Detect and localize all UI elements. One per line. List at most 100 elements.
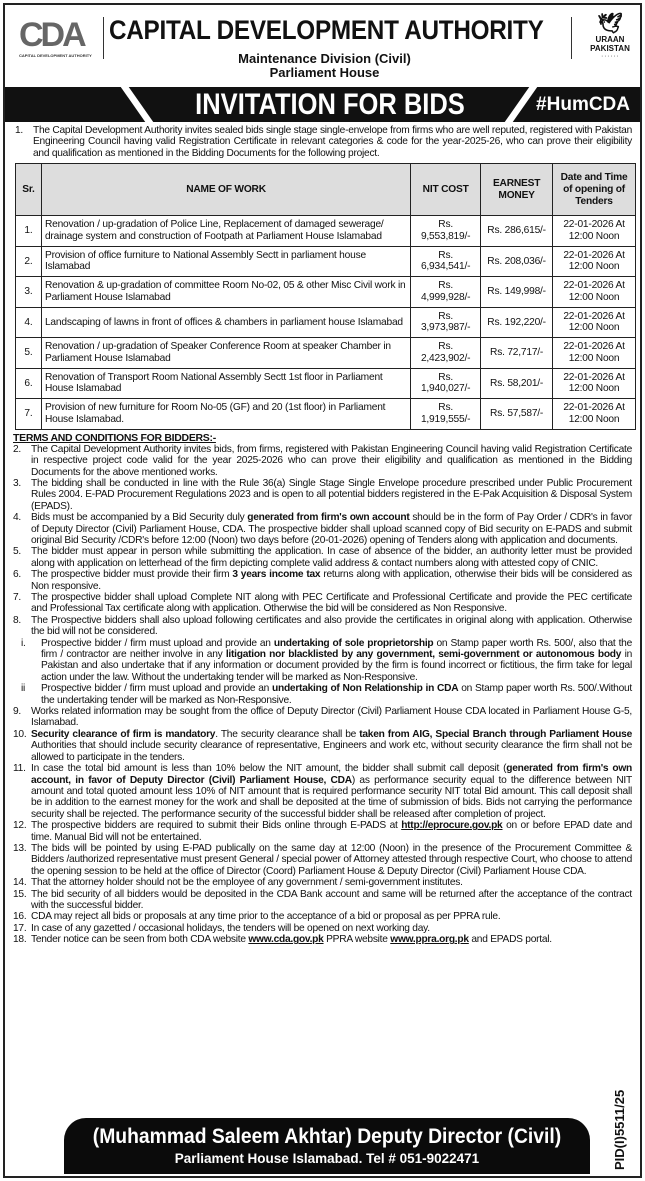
tender-notice: CDA CAPITAL DEVELOPMENT AUTHORITY CAPITA… — [3, 3, 642, 1178]
notice-title: INVITATION FOR BIDS — [195, 88, 465, 121]
term-text: Prospective bidder / firm must upload an… — [41, 637, 274, 649]
term-item: 17. In case of any gazetted / occasional … — [13, 922, 430, 934]
work-name-cell: Renovation of Transport Room National As… — [40, 367, 412, 400]
term-text: The prospective bidder must provide thei… — [31, 569, 233, 581]
terms-section: TERMS AND CONDITIONS FOR BIDDERS:- 2. The… — [5, 430, 640, 946]
pid-number: PID(I)5511/25 — [612, 1089, 627, 1170]
term-item: 15. The bid security of all bidders would… — [13, 888, 632, 911]
work-name-cell: Provision of new furniture for Room No-0… — [40, 398, 412, 430]
divider — [103, 17, 104, 59]
term-item: 16. CDA may reject all bids or proposals … — [13, 911, 501, 923]
opening-date-cell: 22-01-2026 At 12:00 Noon — [552, 215, 636, 247]
term-text: litigation nor blacklisted by any govern… — [225, 649, 622, 661]
term-text: on Stamp paper worth Rs. 500/.Without th… — [41, 683, 633, 706]
term-item: 8. The Prospective bidders shall also upl… — [13, 614, 633, 706]
term-item: 3. The bidding shall be conducted in line… — [13, 477, 632, 512]
nit-cost-cell: Rs. 3,973,987/- — [410, 306, 482, 339]
nit-cost-cell: Rs. 9,553,819/- — [410, 215, 482, 247]
term-item: 14. That the attorney holder should not b… — [13, 877, 463, 889]
sr-cell: 6. — [15, 367, 42, 400]
term-item: 9. Works related information may be sough… — [13, 706, 632, 729]
earnest-money-cell: Rs. 286,615/- — [480, 215, 554, 247]
term-text: The prospective bidder shall upload Comp… — [31, 592, 632, 615]
term-item: ii Prospective bidder / firm must upload … — [21, 683, 633, 706]
term-item: 12. The prospective bidders are required … — [13, 820, 632, 843]
term-text: CDA may reject all bids or proposals at … — [31, 911, 501, 923]
organization-name: CAPITAL DEVELOPMENT AUTHORITY — [109, 15, 544, 45]
column-header: NAME OF WORK — [40, 163, 412, 217]
column-header: NIT COST — [410, 163, 482, 217]
sr-cell: 3. — [15, 276, 42, 308]
term-text: undertaking of sole proprietorship — [273, 637, 434, 649]
term-text: The prospective bidders are required to … — [31, 820, 402, 832]
term-text: The Capital Development Authority invite… — [31, 443, 632, 478]
term-text: The bid security of all bidders would be… — [31, 888, 632, 911]
link[interactable]: www.ppra.org.pk — [390, 934, 469, 946]
work-name-cell: Provision of office furniture to Nationa… — [40, 245, 412, 278]
term-item: 7. The prospective bidder shall upload Co… — [13, 592, 632, 615]
term-text: The bids will be pointed by using E-PAD … — [31, 842, 632, 877]
intro-paragraph: 1. The Capital Development Authority inv… — [15, 125, 632, 159]
opening-date-cell: 22-01-2026 At 12:00 Noon — [552, 337, 636, 369]
nit-cost-cell: Rs. 2,423,902/- — [410, 337, 482, 369]
cda-logo: CDA CAPITAL DEVELOPMENT AUTHORITY — [19, 16, 92, 58]
sr-cell: 4. — [15, 306, 42, 339]
term-text: Prospective bidder / firm must upload an… — [41, 683, 272, 695]
signatory-block: (Muhammad Saleem Akhtar) Deputy Director… — [64, 1118, 590, 1174]
term-text: on or before EPAD date and time. Manual … — [31, 820, 632, 843]
term-text: should be in the form of Pay Order / CDR… — [31, 512, 632, 546]
term-text: in Pakistan and also undertake that if a… — [41, 649, 632, 683]
table-row: 1. Renovation / up-gradation of Police Li… — [15, 215, 636, 247]
term-text: generated from firm's own account — [247, 512, 410, 524]
term-item: 5. The bidder must appear in person while… — [13, 546, 632, 569]
column-header: Date and Time of opening of Tenders — [552, 163, 636, 217]
works-table: Sr. NAME OF WORK NIT COST EARNEST MONEY Date… — [15, 163, 636, 430]
link[interactable]: http://eprocure.gov.pk — [401, 820, 503, 832]
term-text: In case of any gazetted / occasional hol… — [31, 922, 430, 934]
hashtag: #HumCDA — [536, 94, 630, 115]
nit-cost-cell: Rs. 6,934,541/- — [410, 245, 482, 278]
term-text: on Stamp paper worth Rs. 500/, also that… — [41, 637, 632, 661]
term-text: . The security clearance shall be — [215, 728, 360, 740]
title-banner: INVITATION FOR BIDS #HumCDA — [5, 87, 640, 122]
table-row: 6. Renovation of Transport Room National … — [15, 367, 636, 400]
link[interactable]: www.cda.gov.pk — [248, 934, 324, 946]
division: Maintenance Division (Civil) — [238, 51, 411, 66]
table-row: 4. Landscaping of lawns in front of offic… — [15, 306, 636, 339]
table-row: 7. Provision of new furniture for Room No… — [15, 398, 636, 430]
uraan-pakistan-logo: 🕊 URAAN PAKISTAN · · · · · · — [585, 13, 635, 62]
work-name-cell: Renovation / up-gradation of Police Line… — [40, 215, 412, 247]
earnest-money-cell: Rs. 149,998/- — [480, 276, 554, 308]
term-text: ) as performance security equal to the d… — [31, 774, 632, 820]
nit-cost-cell: Rs. 1,940,027/- — [410, 367, 482, 400]
opening-date-cell: 22-01-2026 At 12:00 Noon — [552, 398, 636, 430]
earnest-money-cell: Rs. 208,036/- — [480, 245, 554, 278]
earnest-money-cell: Rs. 57,587/- — [480, 398, 554, 430]
header: CDA CAPITAL DEVELOPMENT AUTHORITY CAPITA… — [5, 5, 640, 87]
term-item: 10. Security clearance of firm is mandato… — [13, 728, 632, 763]
work-name-cell: Renovation / up-gradation of Speaker Con… — [40, 337, 412, 369]
signatory-name: (Muhammad Saleem Akhtar) Deputy Director… — [92, 1125, 562, 1148]
term-text: In case the total bid amount is less tha… — [31, 763, 507, 775]
term-text: 3 years income tax — [232, 569, 321, 581]
earnest-money-cell: Rs. 72,717/- — [480, 337, 554, 369]
term-item: 11. In case the total bid amount is less … — [13, 763, 633, 820]
term-text: The bidding shall be conducted in line w… — [31, 477, 632, 512]
term-text: Tender notice can be seen from both CDA … — [31, 934, 249, 946]
term-text: undertaking of Non Relationship in CDA — [272, 683, 459, 695]
term-text: generated from firm's own account, in fa… — [31, 763, 633, 786]
term-text: Authorities that should include security… — [31, 740, 632, 763]
work-name-cell: Landscaping of lawns in front of offices… — [40, 306, 412, 339]
sr-cell: 5. — [15, 337, 42, 369]
opening-date-cell: 22-01-2026 At 12:00 Noon — [552, 245, 636, 278]
term-item: 6. The prospective bidder must provide th… — [13, 569, 632, 592]
term-item: 2. The Capital Development Authority invi… — [13, 443, 632, 478]
table-row: 3. Renovation & up-gradation of committee… — [15, 276, 636, 308]
term-text: The Prospective bidders shall also uploa… — [31, 614, 632, 638]
term-item: 4. Bids must be accompanied by a Bid Secu… — [13, 512, 632, 546]
work-name-cell: Renovation & up-gradation of committee R… — [40, 276, 412, 308]
term-text: That the attorney holder should not be t… — [31, 877, 463, 889]
nit-cost-cell: Rs. 4,999,928/- — [410, 276, 482, 308]
location: Parliament House — [269, 65, 380, 80]
term-text: returns along with application, otherwis… — [31, 569, 632, 592]
